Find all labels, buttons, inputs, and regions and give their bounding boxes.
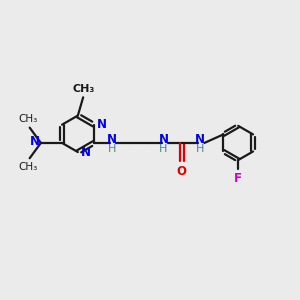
Text: F: F [234,172,242,185]
Text: N: N [97,118,106,130]
Text: H: H [108,144,116,154]
Text: N: N [81,146,91,159]
Text: N: N [107,134,117,146]
Text: O: O [177,165,187,178]
Text: CH₃: CH₃ [72,84,94,94]
Text: N: N [158,134,169,146]
Text: CH₃: CH₃ [19,162,38,172]
Text: H: H [196,144,204,154]
Text: H: H [159,144,168,154]
Text: N: N [30,135,40,148]
Text: N: N [195,134,205,146]
Text: CH₃: CH₃ [19,114,38,124]
